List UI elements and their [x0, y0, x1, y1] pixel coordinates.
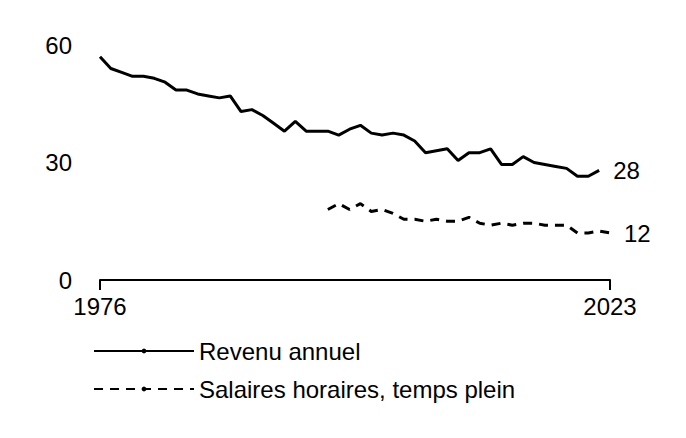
svg-text:Revenu annuel: Revenu annuel [199, 338, 360, 365]
svg-text:28: 28 [613, 157, 640, 184]
svg-text:60: 60 [45, 32, 72, 59]
svg-text:30: 30 [45, 149, 72, 176]
svg-text:Salaires horaires, temps plein: Salaires horaires, temps plein [199, 376, 515, 403]
svg-text:1976: 1976 [73, 293, 126, 320]
svg-text:2023: 2023 [583, 293, 636, 320]
svg-text:0: 0 [59, 267, 72, 294]
svg-text:12: 12 [624, 220, 651, 247]
